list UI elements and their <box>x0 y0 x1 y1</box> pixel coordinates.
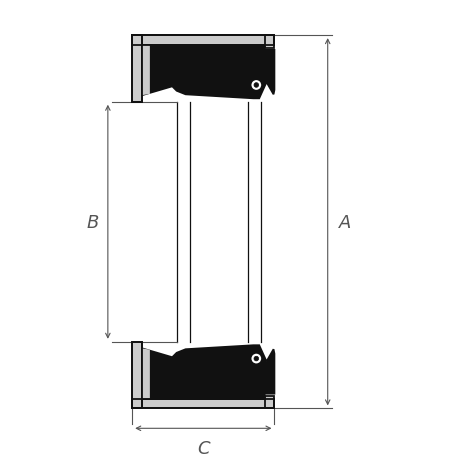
Polygon shape <box>142 346 274 399</box>
Polygon shape <box>132 36 274 46</box>
Polygon shape <box>142 46 150 96</box>
Circle shape <box>250 80 262 91</box>
Text: C: C <box>196 439 209 458</box>
Polygon shape <box>142 348 150 399</box>
Polygon shape <box>264 36 274 49</box>
Text: A: A <box>338 213 350 231</box>
Text: B: B <box>86 213 99 231</box>
Circle shape <box>250 353 262 364</box>
Polygon shape <box>132 342 142 409</box>
Circle shape <box>253 357 258 361</box>
Polygon shape <box>142 46 274 99</box>
Polygon shape <box>132 399 274 409</box>
Polygon shape <box>264 396 274 409</box>
Polygon shape <box>132 36 142 103</box>
Circle shape <box>253 84 258 88</box>
